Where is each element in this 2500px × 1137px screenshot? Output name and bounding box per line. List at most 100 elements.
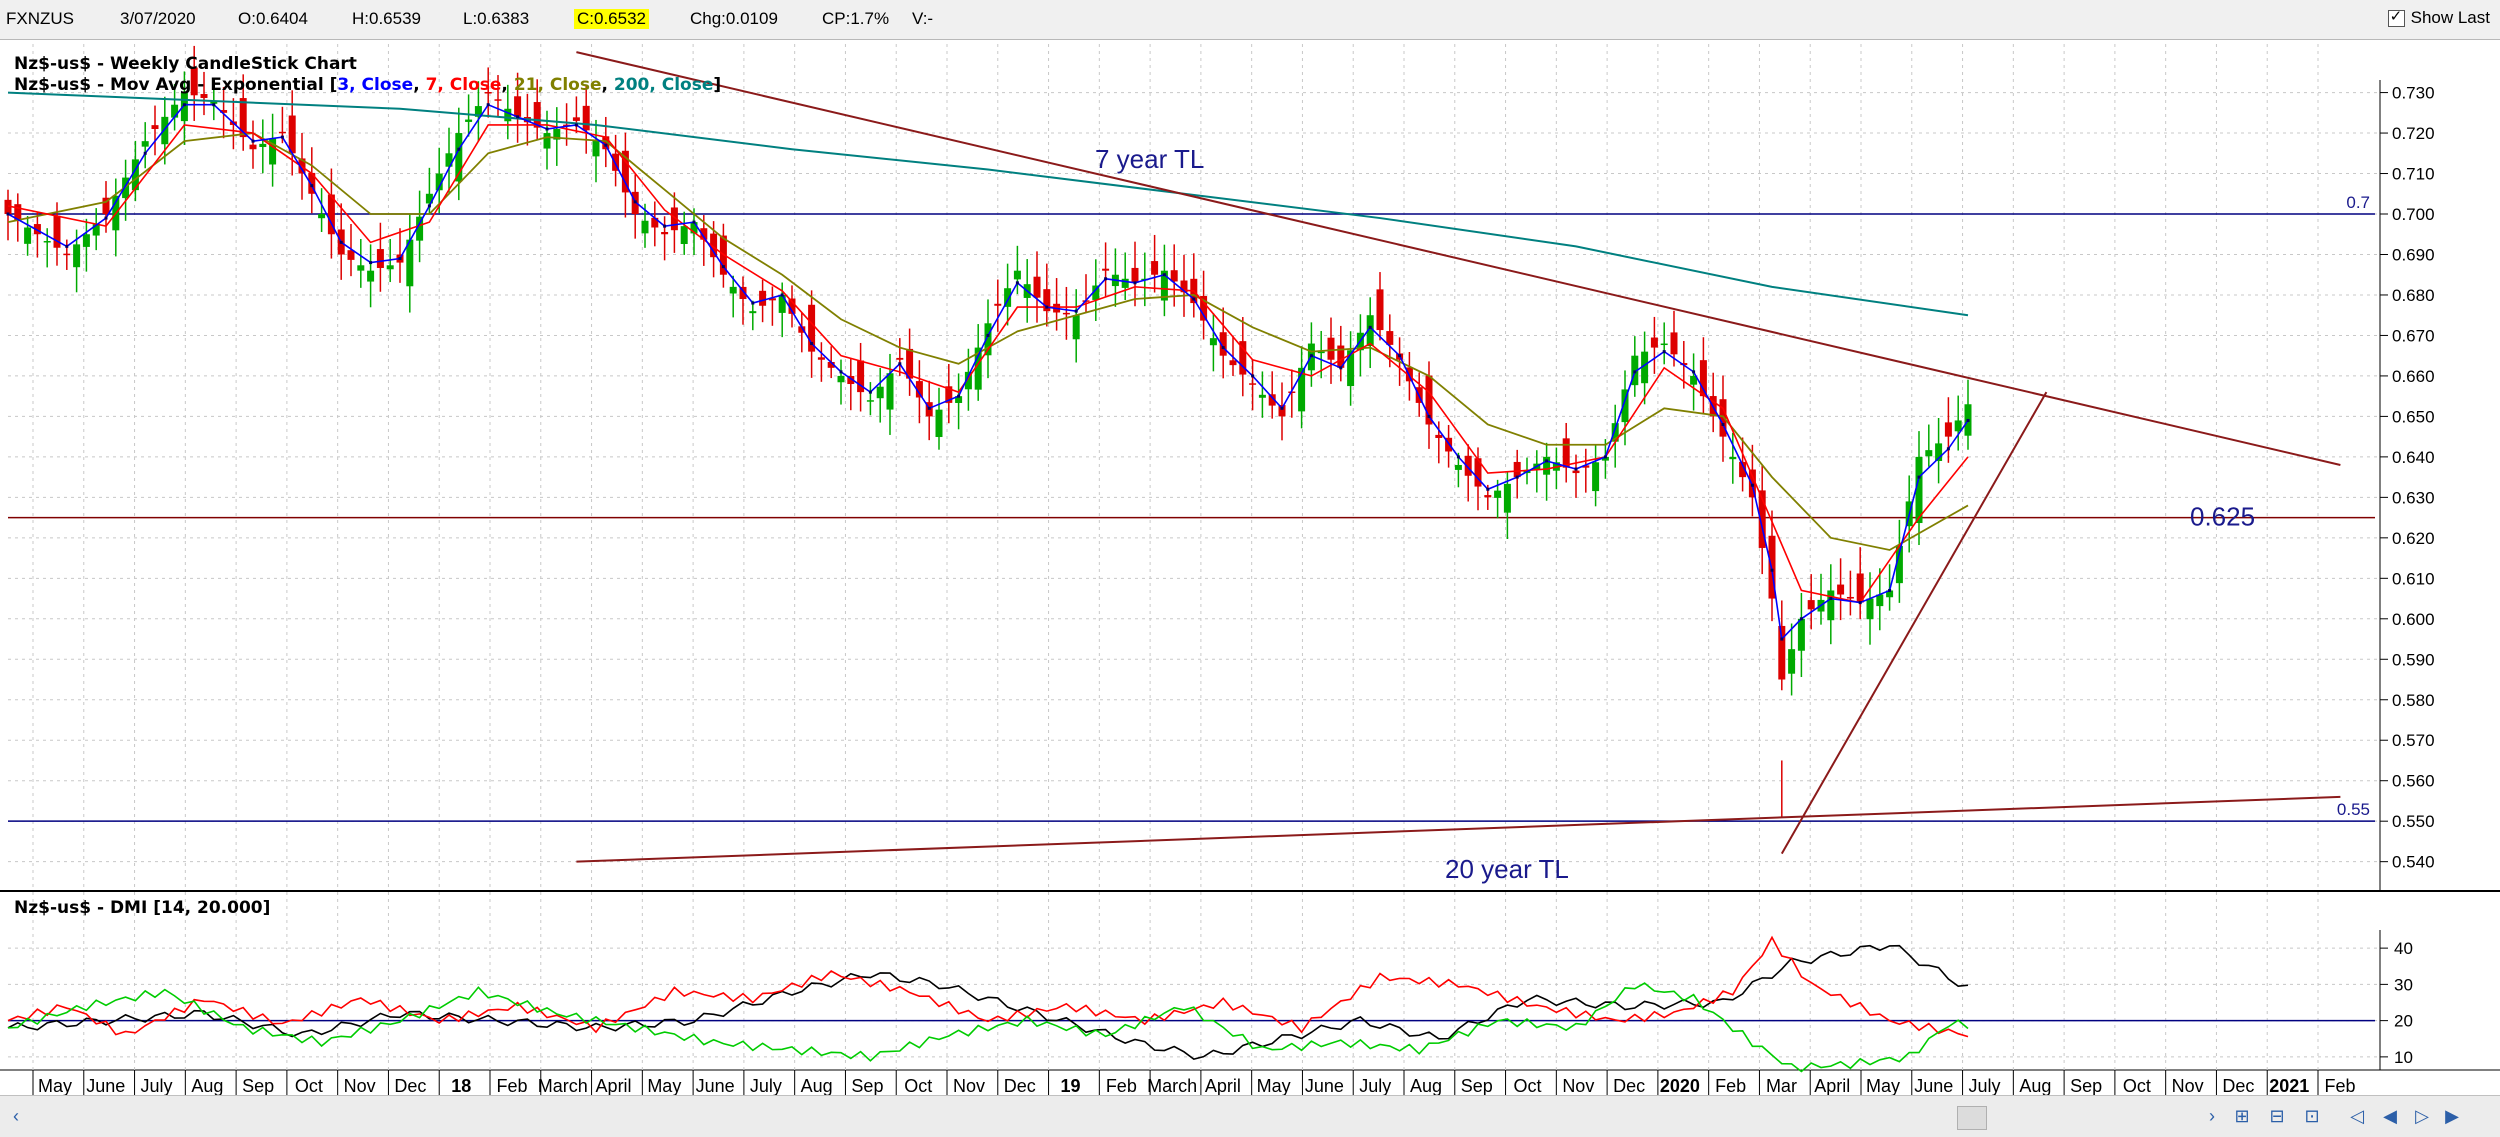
ema-3-marker — [427, 204, 431, 208]
ema-3-marker — [457, 147, 461, 151]
candle-body — [190, 67, 198, 96]
candle-body — [1062, 312, 1070, 315]
zoom-out-icon[interactable]: ⊟ — [2269, 1106, 2285, 1126]
show-last-checkbox[interactable] — [2387, 7, 2405, 27]
show-last-label: Show Last — [2410, 8, 2490, 27]
candle-body — [945, 386, 953, 403]
scroll-thumb[interactable] — [1957, 1106, 1987, 1130]
y-tick-label: 0.630 — [2392, 488, 2435, 507]
ema-3-marker — [1339, 366, 1343, 370]
time-scrollbar[interactable]: ‹ › ⊞ ⊟ ⊡ ◁ ◀ ▷ ▶ — [0, 1095, 2500, 1137]
candle-body — [102, 197, 110, 215]
chart-canvas[interactable]: May June July Aug Sep Oct Nov Dec 18 Feb March Apri… — [0, 0, 2500, 1095]
x-tick-label: Nov — [2172, 1076, 2204, 1095]
next-page-icon[interactable]: ▷ — [2415, 1106, 2429, 1126]
candle-body — [788, 298, 796, 314]
candle-body — [171, 104, 179, 118]
y-tick-label: 0.720 — [2392, 124, 2435, 143]
ma-3-legend: 3, Close — [337, 75, 414, 95]
trendline-label-7-year: 7 year TL — [1095, 144, 1204, 174]
candle-body — [1699, 360, 1707, 397]
show-last-toggle[interactable]: Show Last — [2387, 7, 2490, 28]
ema-3-marker — [1309, 354, 1313, 358]
candle-body — [504, 108, 512, 122]
candle-body — [1131, 267, 1139, 283]
high-value: H:0.6539 — [352, 9, 421, 28]
last-page-icon[interactable]: ▶ — [2445, 1106, 2459, 1126]
candle-body — [210, 100, 218, 104]
candle-body — [1298, 367, 1306, 412]
ema-3-marker — [633, 200, 637, 204]
x-tick-label: Oct — [1514, 1076, 1542, 1095]
candle-body — [4, 199, 12, 215]
first-page-icon[interactable]: ◁ — [2350, 1106, 2364, 1126]
x-tick-label: Sep — [851, 1076, 883, 1095]
candle-body — [269, 138, 277, 165]
x-tick-label: Dec — [1004, 1076, 1036, 1095]
candle-body — [1611, 423, 1619, 442]
candle-body — [151, 125, 159, 130]
candle-body — [1582, 465, 1590, 468]
y-tick-label: 0.600 — [2392, 610, 2435, 629]
ema-3-marker — [1946, 447, 1950, 451]
candle-body — [1925, 450, 1933, 457]
zoom-in-icon[interactable]: ⊞ — [2234, 1106, 2250, 1126]
candle-body — [1543, 456, 1551, 475]
y-tick-label: 0.560 — [2392, 772, 2435, 791]
candle-body — [700, 228, 708, 240]
candle-body — [563, 124, 571, 127]
candle-body — [465, 119, 473, 122]
candle-body — [435, 173, 443, 191]
candle-body — [1160, 270, 1168, 301]
ema-3-marker — [810, 342, 814, 346]
candle-body — [1788, 649, 1796, 674]
x-tick-label: July — [1359, 1076, 1391, 1095]
candle-body — [1435, 434, 1443, 438]
ema-3-marker — [1633, 370, 1637, 374]
candle-body — [63, 253, 71, 256]
candle-body — [180, 92, 188, 122]
ema-3-marker — [280, 135, 284, 139]
candle-body — [1670, 332, 1678, 355]
candle-body — [367, 270, 375, 282]
candle-body — [249, 144, 257, 150]
dmi-panel-title: Nz$-us$ - DMI [14, 20.000] — [14, 898, 271, 918]
scroll-right-icon[interactable]: › — [2209, 1106, 2215, 1126]
x-tick-label: April — [596, 1076, 632, 1095]
candle-body — [1072, 315, 1080, 340]
ema-3-marker — [310, 184, 314, 188]
candle-body — [239, 98, 247, 138]
x-tick-label: Nov — [1562, 1076, 1594, 1095]
candle-body — [1797, 618, 1805, 651]
x-tick-label: 2021 — [2269, 1076, 2309, 1095]
candle-body — [24, 227, 32, 244]
candle-body — [1337, 345, 1345, 368]
candle-body — [641, 220, 649, 234]
x-tick-label: June — [696, 1076, 735, 1095]
candle-body — [1484, 495, 1492, 498]
candle-body — [680, 226, 688, 245]
scroll-left-icon[interactable]: ‹ — [13, 1106, 19, 1126]
change-percent-value: CP:1.7% — [822, 9, 890, 28]
x-tick-label: April — [1205, 1076, 1241, 1095]
ema-3-marker — [398, 257, 402, 261]
x-tick-label: 19 — [1061, 1076, 1081, 1095]
ema-3-marker — [898, 362, 902, 366]
ema-3-marker — [1692, 370, 1696, 374]
candle-body — [220, 110, 228, 113]
ema-3-marker — [1192, 297, 1196, 301]
y-tick-label: 0.620 — [2392, 529, 2435, 548]
candle-body — [406, 239, 414, 287]
candle-body — [964, 371, 972, 390]
fit-icon[interactable]: ⊡ — [2304, 1106, 2320, 1126]
prev-page-icon[interactable]: ◀ — [2383, 1106, 2397, 1126]
ema-3-marker — [868, 390, 872, 394]
ema-3-marker — [1721, 422, 1725, 426]
ema-3-marker — [751, 301, 755, 305]
y-tick-label: 0.570 — [2392, 731, 2435, 750]
x-tick-label: Feb — [1106, 1076, 1137, 1095]
candle-body — [455, 133, 463, 182]
candle-body — [1258, 394, 1266, 398]
candle-body — [1944, 422, 1952, 437]
candle-body — [1739, 461, 1747, 478]
